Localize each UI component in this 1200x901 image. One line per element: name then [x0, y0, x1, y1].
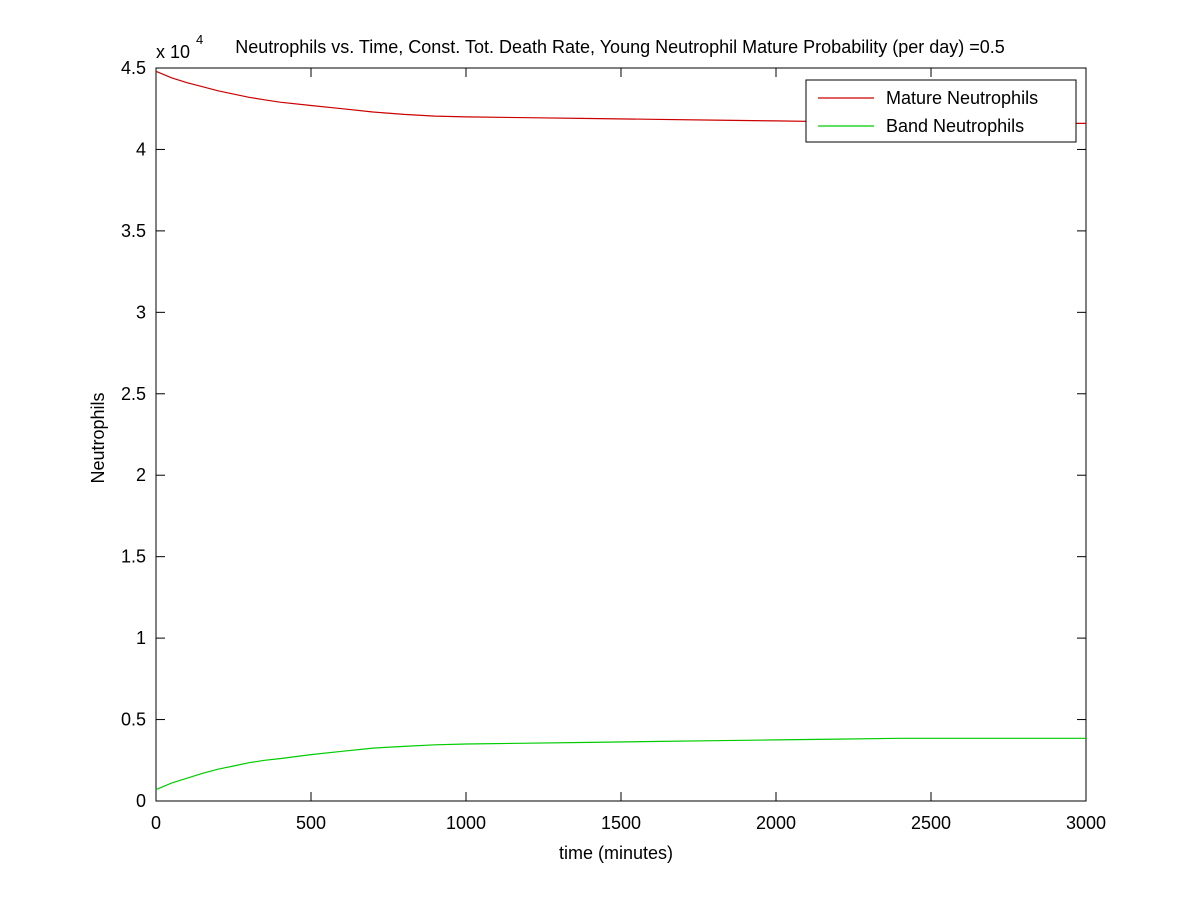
y-axis-multiplier: x 10	[156, 42, 190, 62]
y-axis-ticks: 0 0.5 1 1.5 2 2.5 3 3.5 4 4.5	[121, 58, 1086, 811]
y-tick-label: 2.5	[121, 384, 146, 404]
legend-label-mature-neutrophils: Mature Neutrophils	[886, 88, 1038, 108]
x-tick-label: 2500	[911, 813, 951, 833]
y-axis-multiplier-exponent: 4	[196, 32, 203, 47]
y-tick-label: 1	[136, 628, 146, 648]
plot-frame-group	[155, 67, 1087, 802]
y-tick-label: 3	[136, 302, 146, 322]
y-tick-label: 0	[136, 791, 146, 811]
x-tick-label: 500	[296, 813, 326, 833]
x-axis-ticks: 0 500 1000 1500 2000 2500 3000	[151, 68, 1106, 833]
y-tick-label: 0.5	[121, 710, 146, 730]
plot-frame	[155, 67, 1087, 802]
y-tick-label: 3.5	[121, 221, 146, 241]
x-tick-label: 0	[151, 813, 161, 833]
x-axis-title: time (minutes)	[559, 843, 673, 863]
series-group	[155, 70, 1086, 791]
chart-title: Neutrophils vs. Time, Const. Tot. Death …	[235, 37, 1005, 57]
y-tick-label: 4.5	[121, 58, 146, 78]
x-tick-label: 3000	[1066, 813, 1106, 833]
legend-label-band-neutrophils: Band Neutrophils	[886, 116, 1024, 136]
series-line-band-neutrophils	[155, 737, 1086, 791]
legend-box	[805, 79, 1077, 143]
y-tick-label: 1.5	[121, 547, 146, 567]
x-tick-label: 1500	[601, 813, 641, 833]
y-tick-label: 4	[136, 139, 146, 159]
x-tick-label: 1000	[446, 813, 486, 833]
legend: Mature Neutrophils Band Neutrophils	[805, 79, 1077, 143]
y-axis-title: Neutrophils	[88, 392, 108, 483]
x-tick-label: 2000	[756, 813, 796, 833]
y-tick-label: 2	[136, 465, 146, 485]
